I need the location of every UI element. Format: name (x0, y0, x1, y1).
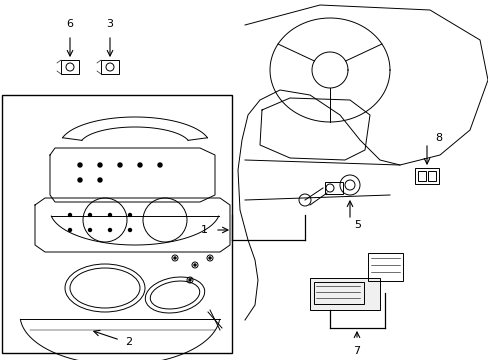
Bar (101, 60, 119, 74)
Bar (414, 168, 438, 184)
Bar (313, 282, 363, 304)
Text: 1: 1 (201, 225, 207, 235)
Text: 2: 2 (125, 337, 132, 347)
Bar (417, 171, 425, 181)
Circle shape (118, 163, 122, 167)
Text: 3: 3 (106, 19, 113, 29)
Circle shape (78, 178, 82, 182)
Circle shape (98, 163, 102, 167)
Circle shape (68, 213, 71, 216)
Bar (367, 253, 402, 281)
Bar (427, 171, 435, 181)
Circle shape (128, 213, 131, 216)
Bar (2, 95, 231, 353)
Circle shape (158, 163, 162, 167)
Text: 7: 7 (353, 346, 360, 356)
Text: 5: 5 (353, 220, 360, 230)
Circle shape (98, 178, 102, 182)
Circle shape (108, 213, 111, 216)
Circle shape (188, 279, 191, 281)
Bar (61, 60, 79, 74)
Circle shape (108, 229, 111, 231)
Circle shape (138, 163, 142, 167)
Text: 8: 8 (434, 133, 441, 143)
Circle shape (208, 257, 211, 259)
Circle shape (88, 229, 91, 231)
Circle shape (88, 213, 91, 216)
Circle shape (78, 163, 82, 167)
Bar (325, 182, 342, 194)
Bar (309, 278, 379, 310)
Circle shape (68, 229, 71, 231)
Circle shape (173, 257, 176, 259)
Text: 6: 6 (66, 19, 73, 29)
Circle shape (193, 264, 196, 266)
Circle shape (128, 229, 131, 231)
